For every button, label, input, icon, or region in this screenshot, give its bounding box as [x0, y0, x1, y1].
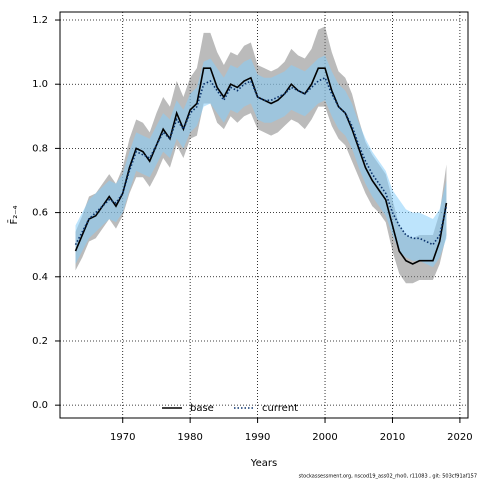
y-tick-label: 0.0 — [32, 400, 48, 411]
legend-label: base — [190, 403, 214, 414]
legend-label: current — [262, 403, 298, 414]
y-tick-label: 0.4 — [32, 272, 48, 283]
x-tick-label: 2000 — [312, 432, 337, 443]
footer: stockassessment.org, nscod19_ass02_rho0,… — [299, 474, 477, 480]
x-tick-label: 2020 — [447, 432, 472, 443]
y-tick-label: 0.6 — [32, 208, 48, 219]
x-tick-label: 2010 — [380, 432, 405, 443]
x-axis-label: Years — [250, 458, 277, 469]
y-axis-label: F̄₂₋₄ — [7, 205, 20, 224]
x-tick-label: 1990 — [245, 432, 270, 443]
line — [74, 67, 448, 265]
plot-frame — [59, 11, 469, 419]
y-tick-label: 0.8 — [32, 143, 48, 154]
x-tick-label: 1980 — [177, 432, 202, 443]
y-tick-label: 0.2 — [32, 336, 48, 347]
y-tick-label: 1.2 — [32, 15, 48, 26]
confidence-band — [75, 55, 447, 268]
y-tick-label: 1.0 — [32, 79, 48, 90]
x-tick-label: 1970 — [110, 432, 135, 443]
